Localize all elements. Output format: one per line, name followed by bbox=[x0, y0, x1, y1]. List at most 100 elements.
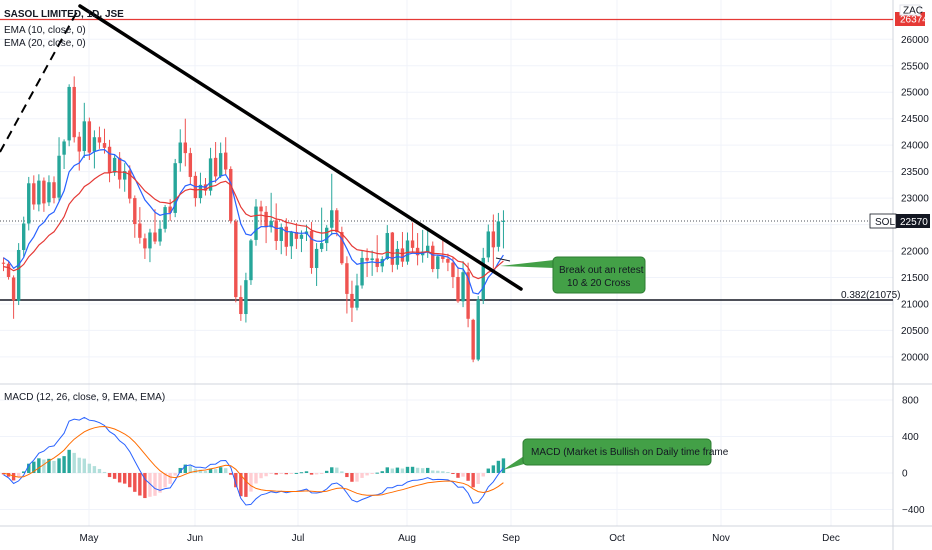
candle-body bbox=[123, 171, 127, 180]
candle-body bbox=[335, 210, 339, 232]
macd-bar bbox=[178, 467, 182, 473]
macd-bar bbox=[456, 473, 460, 478]
macd-bar bbox=[486, 468, 490, 473]
candle-body bbox=[168, 206, 172, 213]
candle-body bbox=[163, 207, 167, 229]
candle-body bbox=[325, 227, 329, 244]
price-tick-label: 23500 bbox=[901, 167, 929, 178]
macd-histogram bbox=[1, 449, 506, 499]
macd-bar bbox=[224, 468, 228, 473]
last-price-value-box bbox=[896, 214, 930, 228]
annotation-breakout[interactable]: Break out an retest 10 & 20 Cross bbox=[500, 256, 646, 294]
macd-bar bbox=[143, 473, 147, 499]
candle-body bbox=[229, 168, 233, 221]
candle-body bbox=[365, 257, 369, 261]
macd-bar bbox=[218, 467, 223, 473]
macd-bar bbox=[365, 473, 369, 476]
macd-bar bbox=[234, 473, 238, 488]
candle-body bbox=[441, 256, 445, 259]
candle-body bbox=[67, 86, 71, 141]
candle-body bbox=[234, 221, 238, 298]
candle-body bbox=[466, 272, 470, 319]
candle-body bbox=[77, 136, 81, 152]
candle-body bbox=[37, 180, 41, 205]
time-tick-label: Jun bbox=[187, 533, 203, 544]
candle-body bbox=[451, 262, 455, 277]
macd-bar bbox=[203, 471, 208, 473]
candle-body bbox=[82, 121, 86, 151]
macd-bar bbox=[410, 466, 415, 473]
candle-body bbox=[198, 184, 203, 199]
trendline[interactable] bbox=[78, 4, 523, 291]
macd-tick-label: 0 bbox=[902, 469, 908, 480]
candle-body bbox=[269, 220, 273, 228]
annotation-macd-box bbox=[522, 438, 712, 466]
candle-body bbox=[117, 157, 122, 180]
legend-ema20: EMA (20, close, 0) bbox=[4, 38, 86, 49]
legend-ema10: EMA (10, close, 0) bbox=[4, 25, 86, 36]
candle-body bbox=[340, 231, 344, 264]
macd-bar bbox=[461, 473, 465, 477]
macd-bar bbox=[284, 473, 288, 475]
macd-bar bbox=[314, 473, 319, 475]
macd-bar bbox=[249, 473, 253, 492]
ema10-line bbox=[3, 148, 504, 295]
candle-body bbox=[436, 256, 440, 270]
macd-bar bbox=[380, 471, 384, 473]
macd-bar bbox=[385, 467, 389, 473]
macd-bar bbox=[264, 473, 268, 477]
macd-bar bbox=[148, 473, 152, 497]
macd-bar bbox=[97, 468, 102, 473]
macd-bar bbox=[415, 467, 420, 473]
annotation-macd[interactable]: MACD (Market is Bullish on Daily time fr… bbox=[503, 438, 729, 470]
macd-bar bbox=[11, 473, 16, 481]
macd-bar bbox=[279, 473, 283, 474]
candle-body bbox=[22, 223, 26, 250]
fib-level-label: 0.382(21075) bbox=[841, 290, 901, 301]
candle-body bbox=[72, 86, 76, 138]
candle-body bbox=[330, 210, 334, 228]
macd-axis[interactable]: 800 400 0 −400 bbox=[902, 396, 925, 517]
macd-bar bbox=[330, 467, 334, 473]
candle-body bbox=[294, 231, 299, 239]
candle-body bbox=[87, 121, 92, 153]
macd-bar bbox=[102, 471, 107, 473]
price-axis[interactable]: 2000020500210002150022000225002300023500… bbox=[901, 35, 929, 364]
macd-bar bbox=[420, 468, 425, 473]
macd-bar bbox=[92, 466, 97, 473]
macd-bar bbox=[355, 473, 359, 482]
macd-bar bbox=[107, 473, 112, 478]
time-tick-label: Sep bbox=[502, 533, 520, 544]
macd-bar bbox=[405, 466, 410, 473]
candle-body bbox=[360, 257, 364, 286]
candle-body bbox=[128, 170, 132, 199]
macd-bar bbox=[208, 468, 213, 473]
candle-body bbox=[405, 240, 410, 262]
dashed-trendline[interactable] bbox=[0, 7, 80, 153]
macd-bar bbox=[62, 456, 66, 473]
candle-body bbox=[244, 280, 248, 315]
price-tick-label: 24000 bbox=[901, 141, 929, 152]
last-price-symbol: SOL bbox=[875, 217, 895, 228]
candle-body bbox=[486, 231, 490, 258]
candle-body bbox=[32, 183, 36, 205]
macd-bar bbox=[426, 467, 430, 473]
candle-body bbox=[345, 263, 349, 294]
price-tick-label: 23000 bbox=[901, 194, 929, 205]
time-tick-label: May bbox=[80, 533, 99, 544]
candle-body bbox=[6, 263, 11, 277]
candle-body bbox=[178, 142, 182, 164]
macd-bar bbox=[82, 458, 86, 473]
macd-bar bbox=[173, 473, 177, 476]
candle-body bbox=[208, 158, 213, 191]
price-tick-label: 21000 bbox=[901, 299, 929, 310]
time-axis[interactable]: May Jun Jul Aug Sep Oct Nov Dec bbox=[80, 533, 840, 544]
macd-bar bbox=[446, 471, 450, 473]
macd-bar bbox=[289, 473, 294, 474]
macd-bar bbox=[52, 460, 56, 473]
macd-bar bbox=[168, 473, 172, 484]
candle-body bbox=[42, 180, 46, 204]
macd-bar bbox=[294, 472, 299, 474]
